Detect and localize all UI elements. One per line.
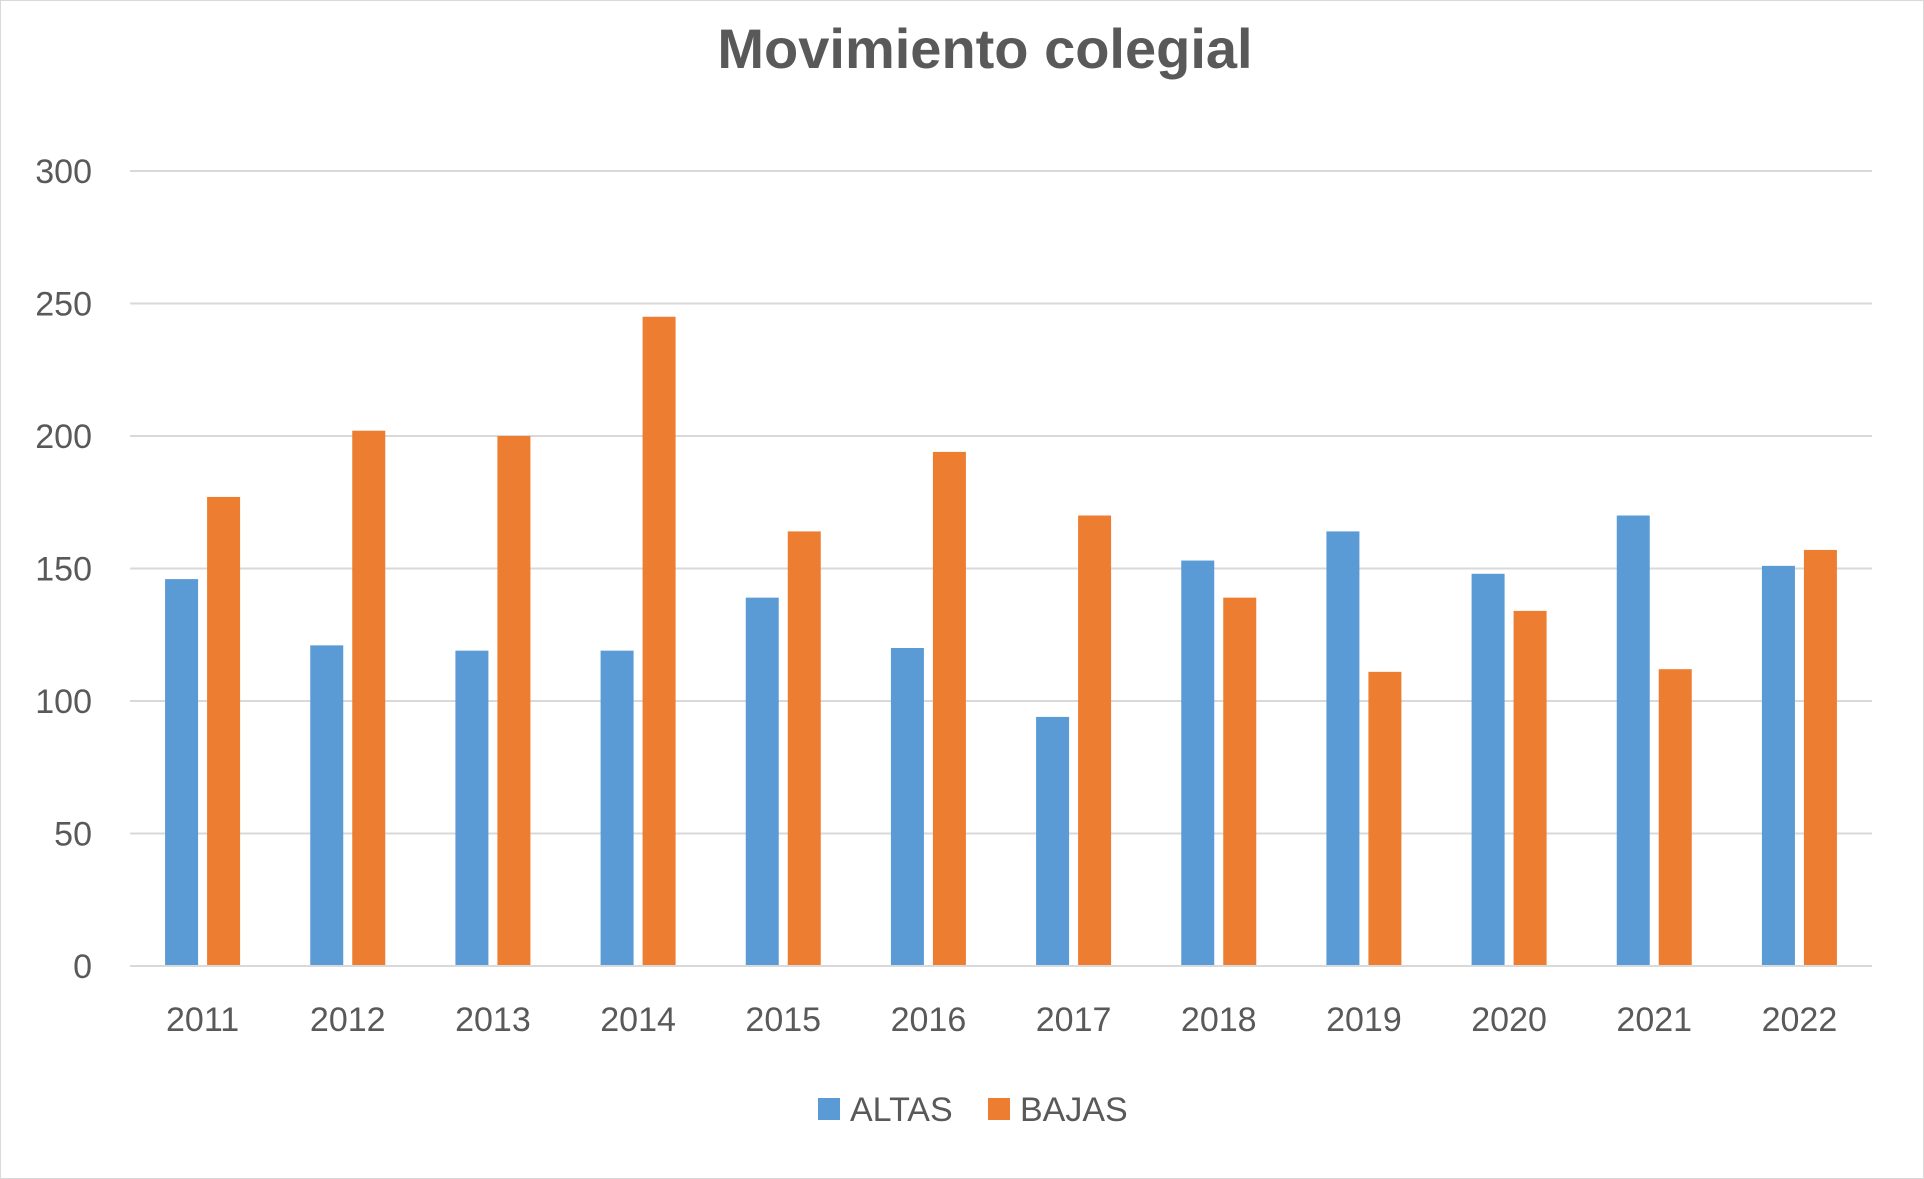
bar-altas-2016 [890,648,924,966]
legend-label-bajas: BAJAS [1020,1091,1128,1129]
legend: ALTAS BAJAS [818,1091,1128,1129]
y-tick-label: 0 [73,948,92,986]
y-tick-label: 100 [35,683,92,721]
bar-bajas-2015 [787,531,821,966]
bar-altas-2015 [745,597,779,966]
bar-altas-2020 [1471,573,1505,966]
x-tick-label: 2019 [1326,1001,1402,1039]
x-tick-label: 2021 [1616,1001,1692,1039]
bar-bajas-2013 [497,436,531,966]
legend-swatch-altas [818,1098,840,1120]
x-tick-label: 2018 [1181,1001,1257,1039]
chart-title: Movimiento colegial [717,17,1252,80]
x-axis-ticks: 2011 2012 2013 2014 2015 2016 2017 2018 2019 2020… [166,1001,1837,1039]
x-tick-label: 2020 [1471,1001,1547,1039]
x-tick-label: 2015 [745,1001,821,1039]
legend-label-altas: ALTAS [850,1091,953,1129]
gridlines [130,170,1872,835]
x-tick-label: 2022 [1762,1001,1838,1039]
bar-bajas-2021 [1658,669,1692,966]
x-tick-label: 2016 [891,1001,967,1039]
bar-bajas-2016 [932,451,966,966]
bar-altas-2017 [1036,716,1070,966]
bar-altas-2014 [600,650,634,966]
y-tick-label: 200 [35,418,92,456]
bar-bajas-2014 [642,316,676,966]
x-tick-label: 2013 [455,1001,531,1039]
bar-bajas-2020 [1513,610,1547,966]
x-tick-label: 2014 [600,1001,676,1039]
bar-altas-2013 [455,650,489,966]
bar-altas-2012 [310,645,344,966]
bar-bajas-2017 [1078,515,1112,966]
x-tick-label: 2017 [1036,1001,1112,1039]
y-tick-label: 250 [35,286,92,324]
bar-altas-2022 [1761,565,1795,966]
bar-altas-2011 [165,579,199,966]
y-tick-label: 300 [35,153,92,191]
legend-swatch-bajas [988,1098,1010,1120]
bar-altas-2018 [1181,560,1215,966]
y-axis-ticks: 0 50 100 150 200 250 300 [35,153,92,986]
bar-bajas-2019 [1368,671,1402,966]
bar-bajas-2022 [1803,549,1837,966]
bars [165,316,1837,966]
bar-altas-2021 [1616,515,1650,966]
bar-bajas-2018 [1223,597,1257,966]
y-tick-label: 50 [54,816,92,854]
bar-bajas-2011 [207,496,241,966]
x-tick-label: 2012 [310,1001,386,1039]
bar-altas-2019 [1326,531,1360,966]
y-tick-label: 150 [35,551,92,589]
x-tick-label: 2011 [166,1001,239,1039]
bar-bajas-2012 [352,430,386,966]
